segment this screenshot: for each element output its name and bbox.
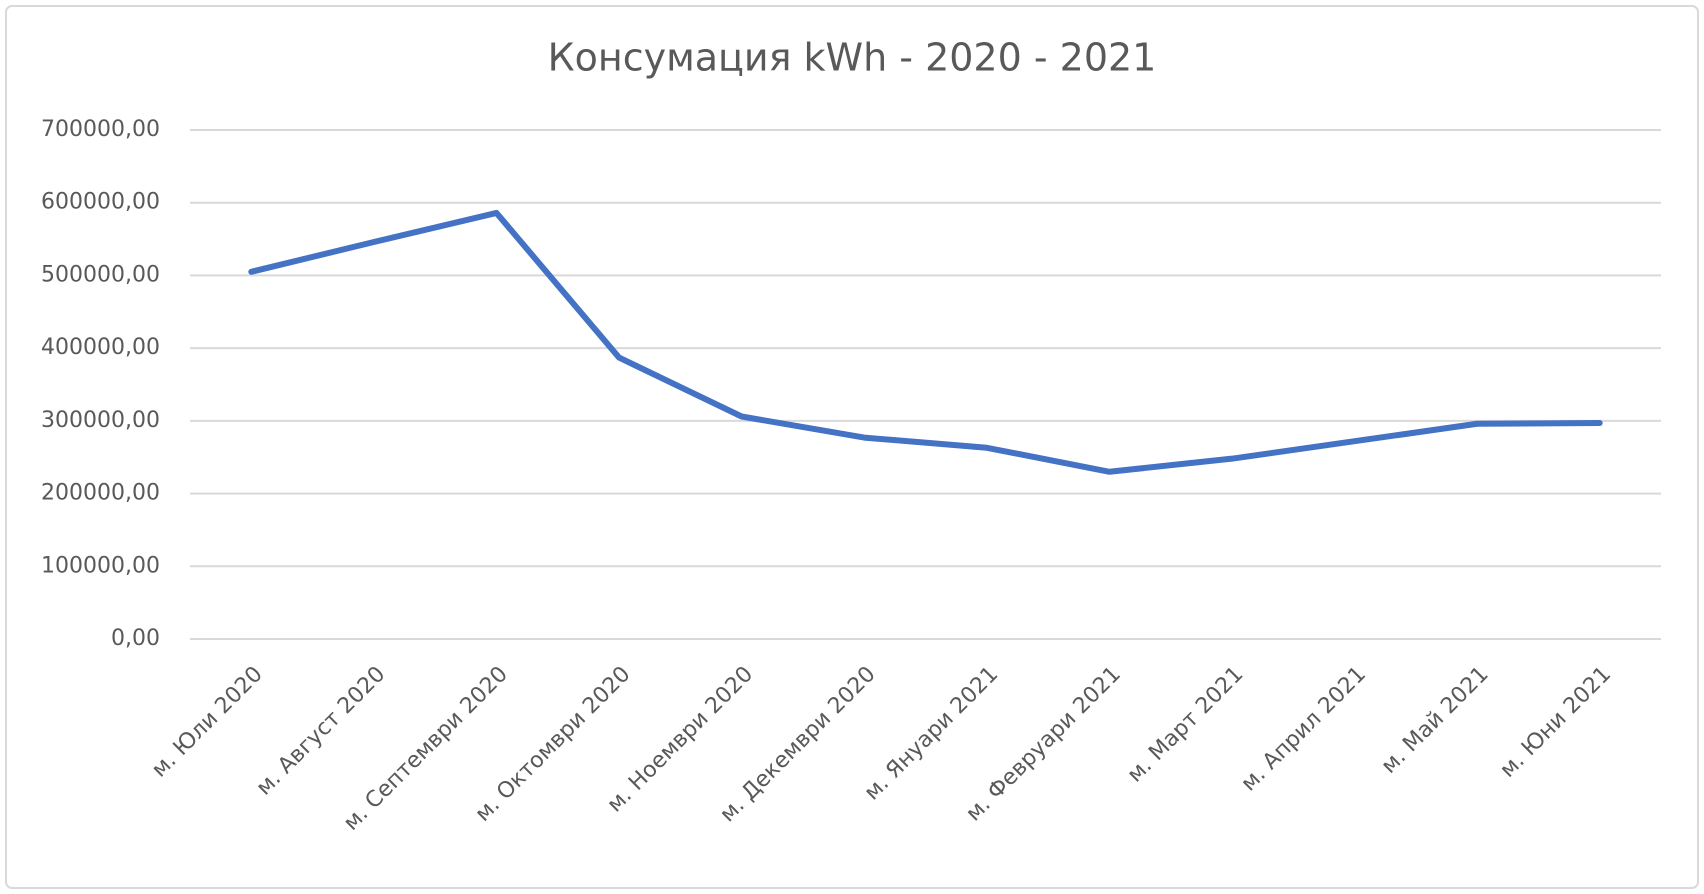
y-tick-label: 0,00 <box>111 626 160 651</box>
y-tick-label: 200000,00 <box>41 481 160 506</box>
chart-title: Консумация kWh - 2020 - 2021 <box>548 36 1157 80</box>
y-tick-label: 600000,00 <box>41 190 160 215</box>
y-tick-label: 500000,00 <box>41 262 160 287</box>
data-line <box>248 209 1603 475</box>
y-tick-label: 100000,00 <box>41 553 160 578</box>
chart-border <box>5 5 1699 889</box>
y-tick-label: 400000,00 <box>41 335 160 360</box>
y-tick-label: 300000,00 <box>41 408 160 433</box>
y-tick-label: 700000,00 <box>41 117 160 142</box>
